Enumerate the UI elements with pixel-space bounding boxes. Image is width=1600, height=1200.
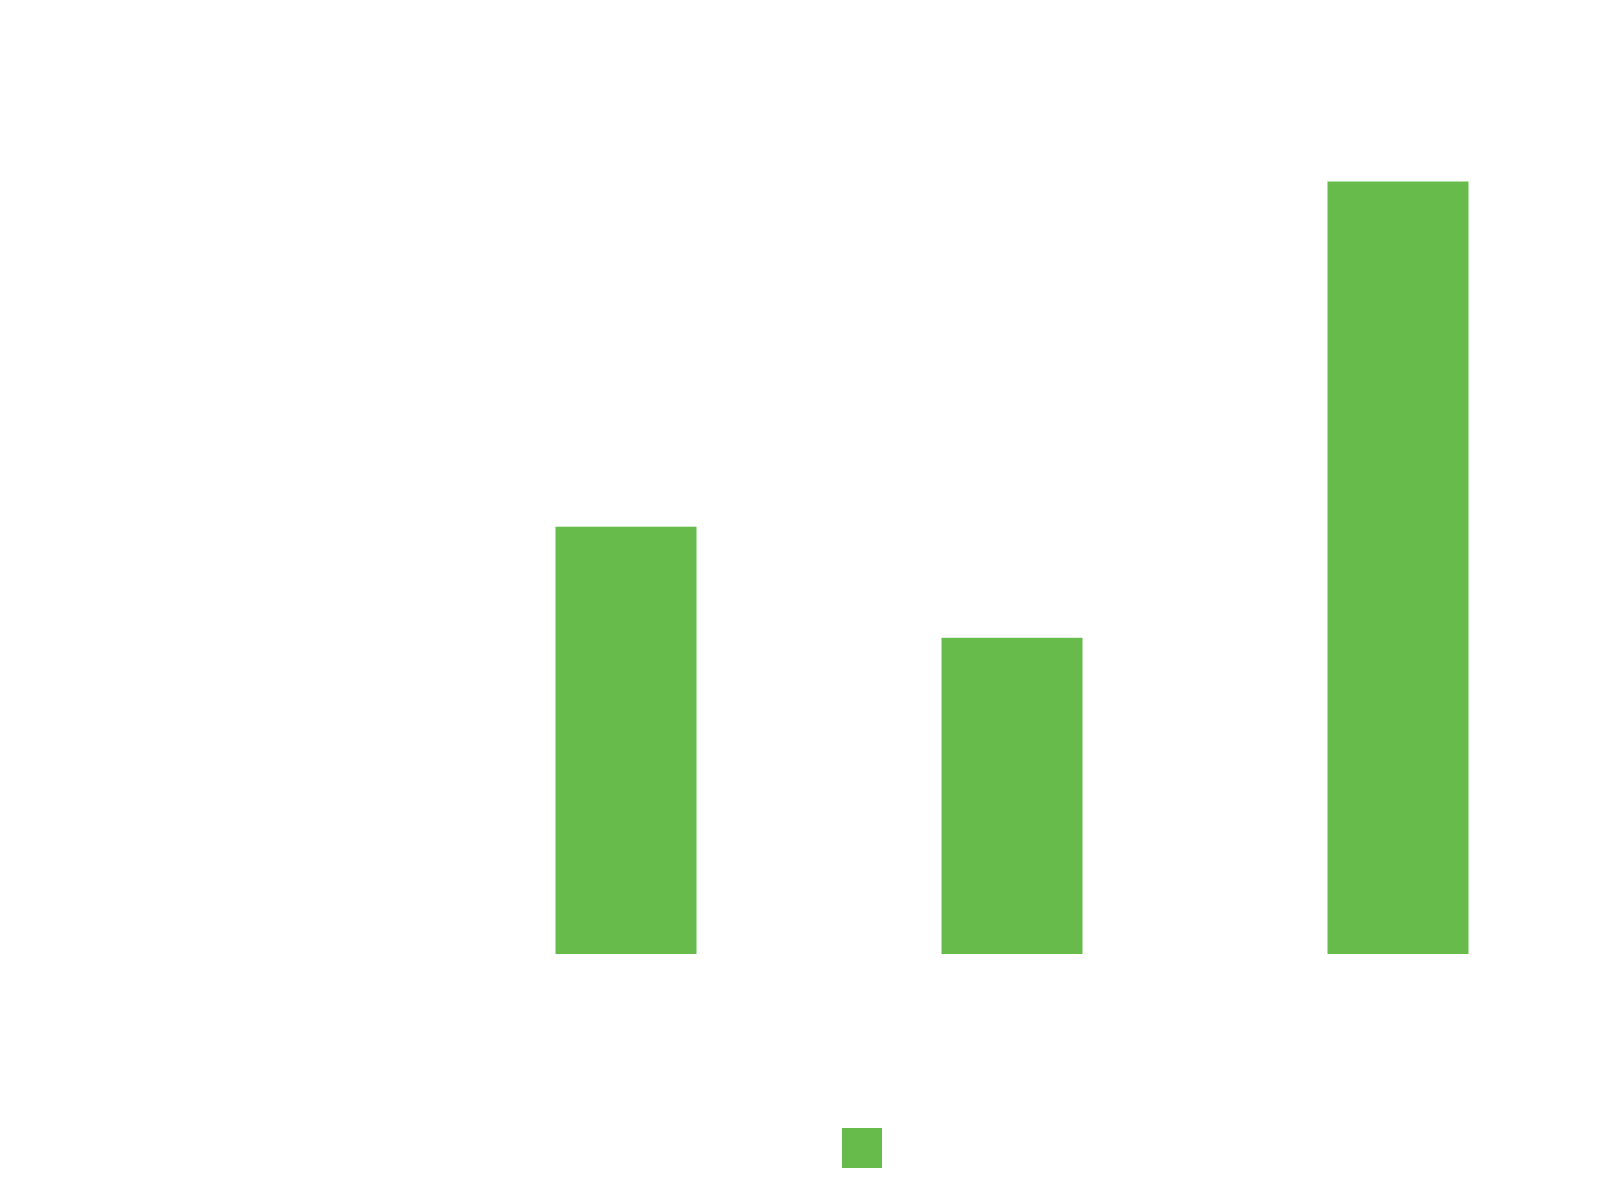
bar-2 <box>941 637 1083 954</box>
bar-3 <box>1327 181 1469 954</box>
legend <box>842 1128 882 1168</box>
plot-area <box>555 181 1469 954</box>
legend-swatch <box>842 1128 882 1168</box>
bar-1 <box>555 526 697 954</box>
